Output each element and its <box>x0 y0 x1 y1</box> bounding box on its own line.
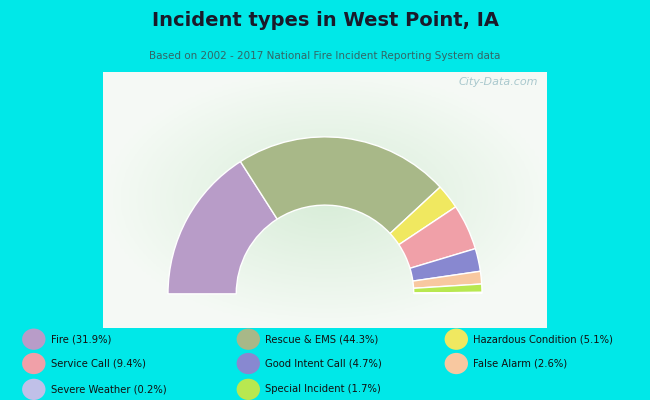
Ellipse shape <box>445 328 468 350</box>
Text: Service Call (9.4%): Service Call (9.4%) <box>51 358 146 368</box>
Text: Special Incident (1.7%): Special Incident (1.7%) <box>265 384 381 394</box>
Text: False Alarm (2.6%): False Alarm (2.6%) <box>473 358 567 368</box>
Text: Based on 2002 - 2017 National Fire Incident Reporting System data: Based on 2002 - 2017 National Fire Incid… <box>150 51 500 61</box>
Ellipse shape <box>22 353 46 374</box>
Wedge shape <box>168 162 277 294</box>
Ellipse shape <box>237 353 260 374</box>
Wedge shape <box>390 187 456 245</box>
Wedge shape <box>413 271 482 288</box>
Ellipse shape <box>22 328 46 350</box>
Text: City-Data.com: City-Data.com <box>459 77 538 87</box>
Wedge shape <box>399 207 475 268</box>
Wedge shape <box>410 249 480 281</box>
Text: Rescue & EMS (44.3%): Rescue & EMS (44.3%) <box>265 334 378 344</box>
Text: Severe Weather (0.2%): Severe Weather (0.2%) <box>51 384 166 394</box>
Ellipse shape <box>445 353 468 374</box>
Text: Hazardous Condition (5.1%): Hazardous Condition (5.1%) <box>473 334 613 344</box>
Text: Incident types in West Point, IA: Incident types in West Point, IA <box>151 11 499 30</box>
Ellipse shape <box>237 328 260 350</box>
Text: Good Intent Call (4.7%): Good Intent Call (4.7%) <box>265 358 382 368</box>
Ellipse shape <box>22 379 46 400</box>
Wedge shape <box>413 284 482 293</box>
Wedge shape <box>414 292 482 294</box>
Ellipse shape <box>237 379 260 400</box>
Text: Fire (31.9%): Fire (31.9%) <box>51 334 111 344</box>
Wedge shape <box>240 137 440 234</box>
